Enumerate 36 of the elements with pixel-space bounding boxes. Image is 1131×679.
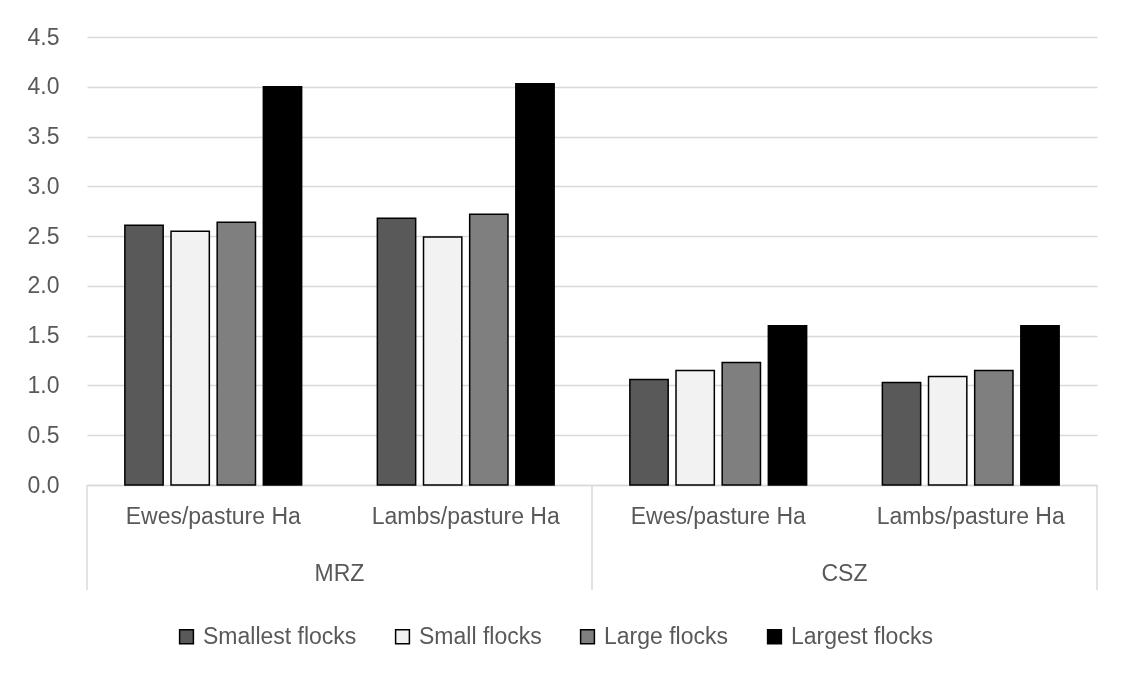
y-tick-label: 2.5 <box>27 222 60 249</box>
bar <box>515 83 555 486</box>
legend-label: Large flocks <box>604 622 729 649</box>
bar <box>973 369 1014 486</box>
y-tick-label: 4.5 <box>27 23 60 50</box>
legend-label: Largest flocks <box>791 622 933 649</box>
bar <box>216 221 257 486</box>
y-tick-label: 1.0 <box>27 371 60 398</box>
bar <box>767 324 808 486</box>
y-tick-label: 3.5 <box>27 123 60 150</box>
bar <box>376 217 417 486</box>
x-tick-label: Ewes/pasture Ha <box>125 502 302 529</box>
y-tick-label: 1.5 <box>27 322 60 349</box>
bar <box>881 381 922 486</box>
x-tick-label: Lambs/pasture Ha <box>876 502 1065 529</box>
y-tick-label: 3.0 <box>27 172 60 199</box>
x-tick-label: Ewes/pasture Ha <box>630 502 807 529</box>
text: CSZ <box>821 560 868 586</box>
legend-label: Smallest flocks <box>203 622 357 649</box>
bar <box>170 230 211 486</box>
y-tick-label: 0.5 <box>27 421 60 448</box>
bar <box>629 378 669 486</box>
x-tick-label: Lambs/pasture Ha <box>371 502 560 529</box>
y-tick-label: 4.0 <box>27 73 60 100</box>
bar <box>262 86 303 486</box>
y-tick-label: 0.0 <box>27 471 60 498</box>
legend-label: Small flocks <box>419 622 542 649</box>
bar <box>468 213 509 486</box>
bar <box>927 375 968 486</box>
bar <box>124 224 164 486</box>
bar <box>721 361 762 486</box>
bar <box>422 236 463 486</box>
bar <box>1020 324 1060 486</box>
bar <box>675 369 716 486</box>
y-tick-label: 2.0 <box>27 272 60 299</box>
text: MRZ <box>314 560 365 586</box>
